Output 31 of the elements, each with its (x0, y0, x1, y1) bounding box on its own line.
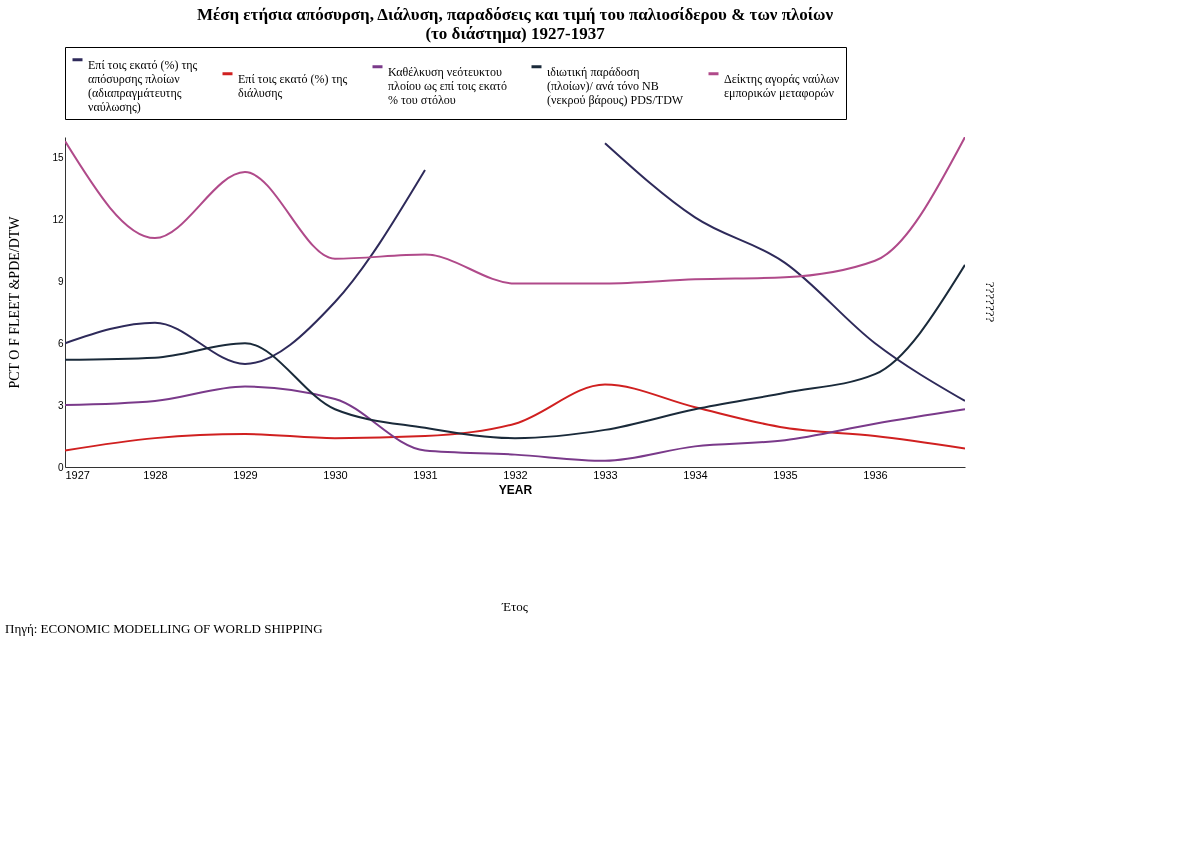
legend-label: Δείκτης αγοράς ναύλων εμπορικών μεταφορών (724, 71, 840, 100)
y-tick-label: 15 (52, 152, 64, 164)
y-tick-label: 12 (52, 214, 64, 225)
text: Έτος (501, 599, 529, 614)
line-series (65, 263, 965, 440)
line-series (65, 385, 965, 462)
x-tick-label: 1936 (863, 468, 888, 481)
legend-label: Επί τοις εκατό (%) της διάλυσης (238, 71, 348, 100)
legend-label: Επί τοις εκατό (%) της απόσυρσης πλοίων (αδιαπραγμάτευτης ναύλωσης) (88, 57, 198, 114)
x-tick-label: 1932 (503, 468, 528, 481)
y-axis-title: PCT O F FLEET &PDE/DTW (7, 215, 23, 389)
legend-label: ιδιωτική παράδοση (πλοίων)/ ανά τόνο NB (νεκρού βάρους) PDS/TDW (547, 64, 684, 107)
line-series (65, 383, 965, 452)
y-tick-label: 0 (57, 461, 64, 473)
x-tick-label: 1927 (65, 468, 90, 481)
x-tick-label: 1929 (233, 468, 258, 481)
y-tick-label: 6 (57, 337, 64, 349)
x-tick-label: 1930 (323, 468, 348, 481)
x-tick-label: 1928 (143, 468, 168, 481)
x-tick-label: 1931 (413, 468, 438, 481)
x-tick-label: 1934 (683, 468, 708, 481)
x-tick-label: 1935 (773, 468, 798, 481)
legend-label: Καθέλκυση νεότευκτου πλοίου ως επί τοις εκατό % του στόλου (388, 64, 507, 107)
line-series (65, 137, 965, 285)
y-tick-label: 3 (57, 399, 64, 411)
chart-title: Μέση ετήσια απόσυρση, Διάλυση, παραδόσεις και τιμή του παλιοσίδερου & των πλοίων (το διάστημα) 1927-1937 (196, 4, 834, 43)
y-tick-label: 9 (57, 275, 64, 287)
x-axis-title: YEAR (498, 482, 533, 497)
x-tick-label: 1933 (593, 468, 618, 481)
text: Πηγή: ECONOMIC MODELLING OF WORLD SHIPPING (5, 621, 323, 636)
y2-axis-title: ??????? (983, 281, 998, 323)
